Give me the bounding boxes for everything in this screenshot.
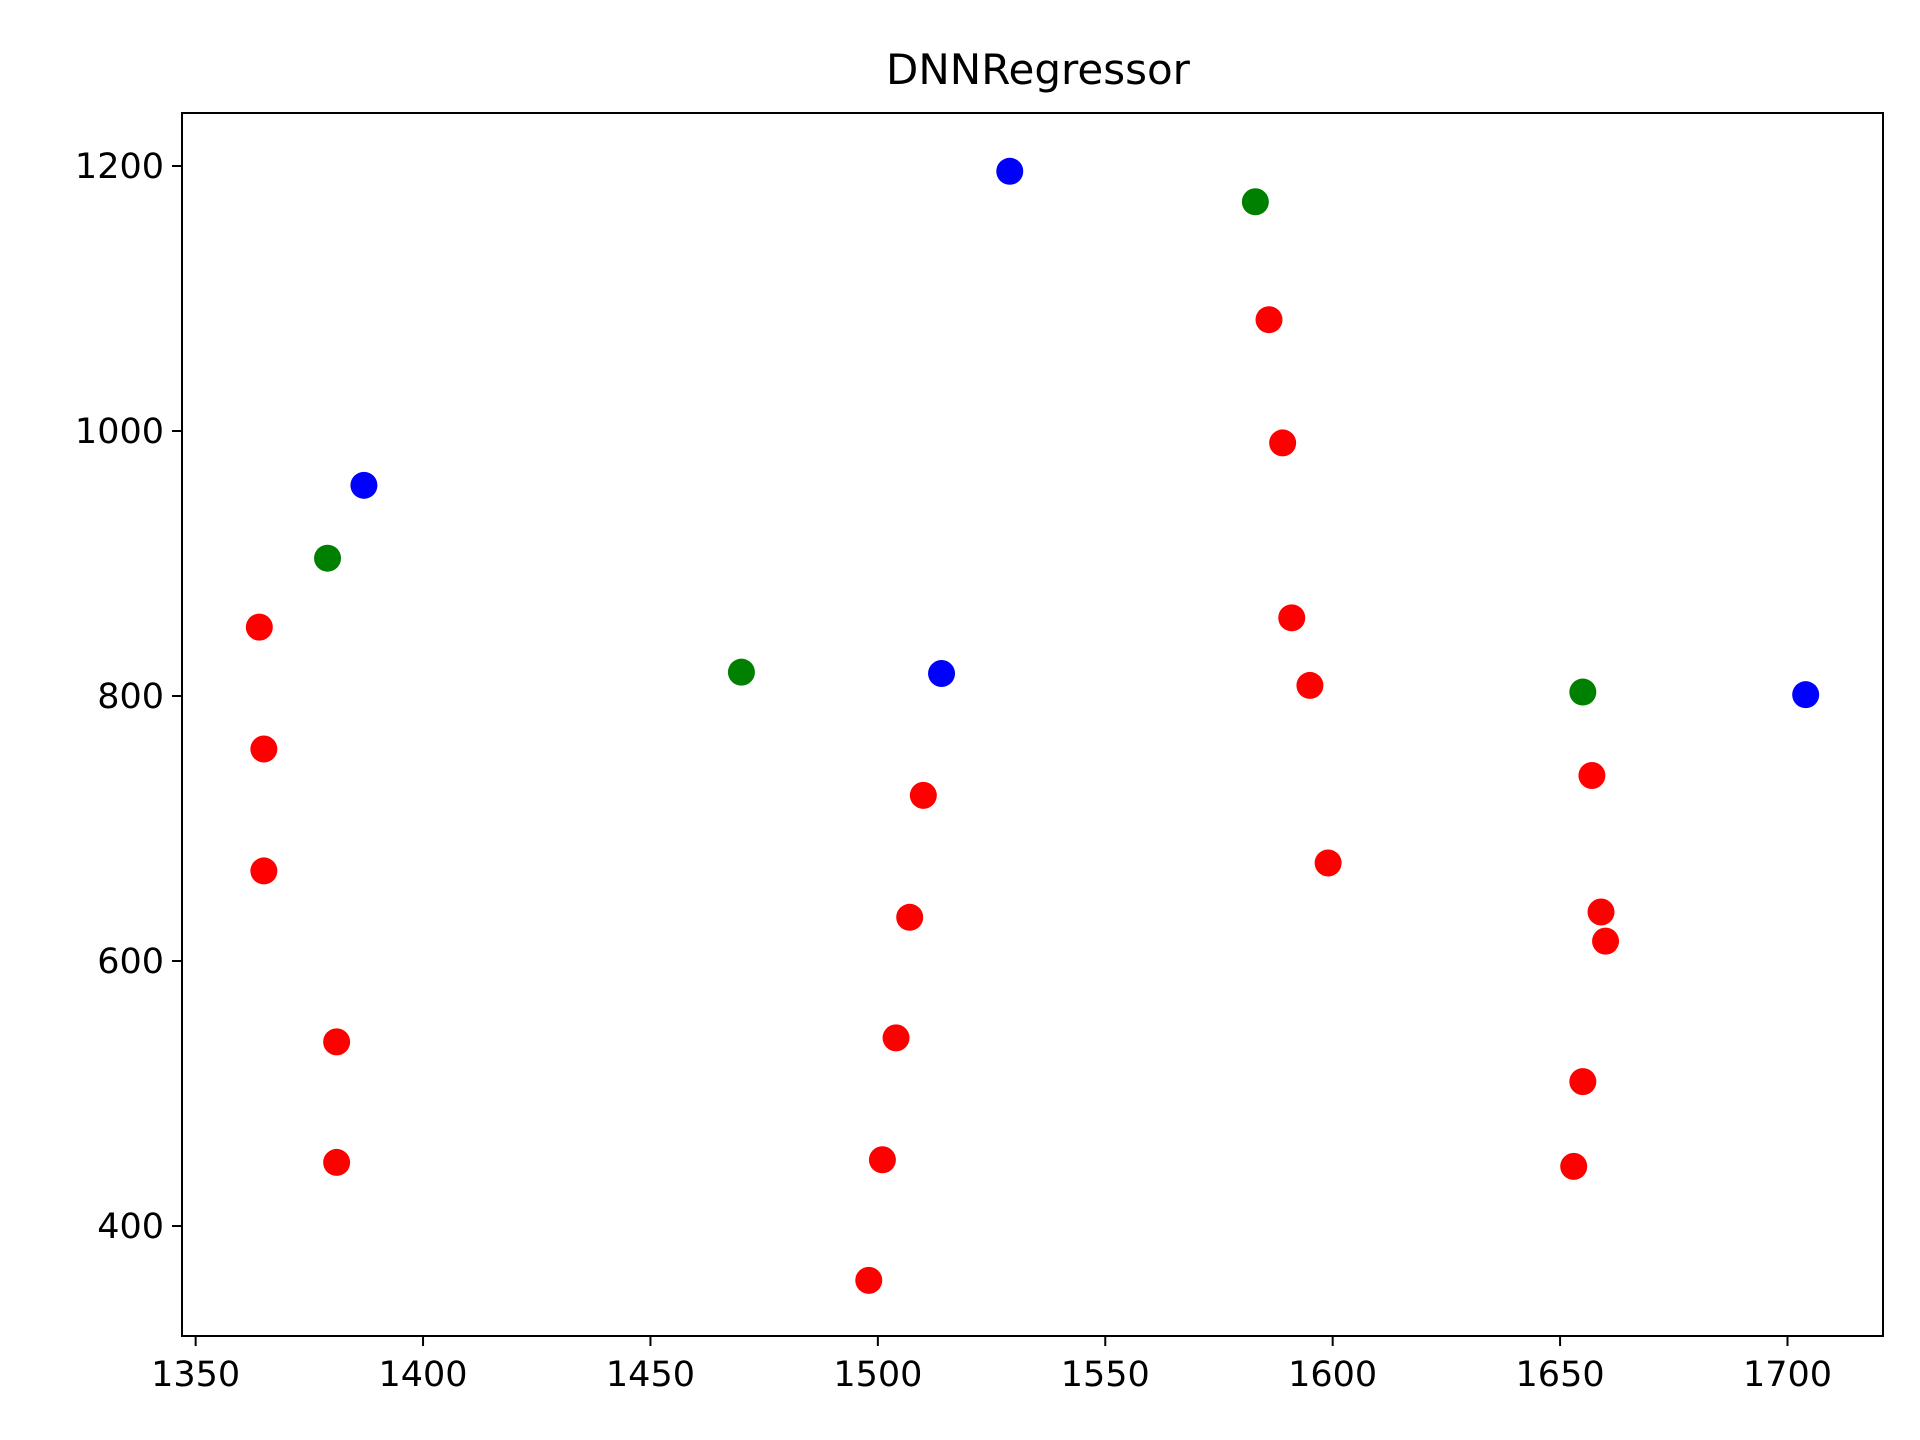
data-point <box>1569 678 1597 706</box>
y-tick-label: 1000 <box>75 412 164 452</box>
data-point <box>1241 188 1269 216</box>
data-point <box>1592 927 1620 955</box>
y-tick-label: 400 <box>97 1207 164 1247</box>
data-point <box>1255 306 1283 334</box>
chart-title: DNNRegressor <box>886 45 1191 94</box>
data-point <box>350 471 378 499</box>
data-points <box>245 157 1820 1294</box>
data-point <box>245 613 273 641</box>
data-point <box>727 658 755 686</box>
data-point <box>1792 681 1820 709</box>
data-point <box>323 1028 351 1056</box>
data-point <box>882 1024 910 1052</box>
data-point <box>250 735 278 763</box>
x-tick-label: 1700 <box>1743 1355 1832 1395</box>
data-point <box>996 157 1024 185</box>
y-tick-label: 600 <box>97 942 164 982</box>
data-point <box>1314 849 1342 877</box>
plot-frame <box>181 112 1884 1337</box>
data-point <box>1278 604 1306 632</box>
data-point <box>1569 1068 1597 1096</box>
x-tick-label: 1400 <box>379 1355 468 1395</box>
data-point <box>896 903 924 931</box>
x-tick-label: 1350 <box>151 1355 240 1395</box>
x-tick-label: 1500 <box>833 1355 922 1395</box>
axes: 1350 1400 1450 1500 1550 1600 1650 1700 400 600 80… <box>75 147 1832 1395</box>
data-point <box>868 1146 896 1174</box>
data-point <box>314 544 342 572</box>
data-point <box>928 659 956 687</box>
data-point <box>1560 1152 1588 1180</box>
data-point <box>250 857 278 885</box>
data-point <box>1587 898 1615 926</box>
data-point <box>1269 429 1297 457</box>
y-tick-label: 800 <box>97 677 164 717</box>
x-tick-label: 1650 <box>1516 1355 1605 1395</box>
x-tick-label: 1550 <box>1061 1355 1150 1395</box>
data-point <box>323 1148 351 1176</box>
data-point <box>1578 762 1606 790</box>
x-tick-label: 1600 <box>1288 1355 1377 1395</box>
data-point <box>855 1266 883 1294</box>
y-tick-label: 1200 <box>75 147 164 187</box>
data-point <box>1296 671 1324 699</box>
data-point <box>909 781 937 809</box>
x-tick-label: 1450 <box>606 1355 695 1395</box>
